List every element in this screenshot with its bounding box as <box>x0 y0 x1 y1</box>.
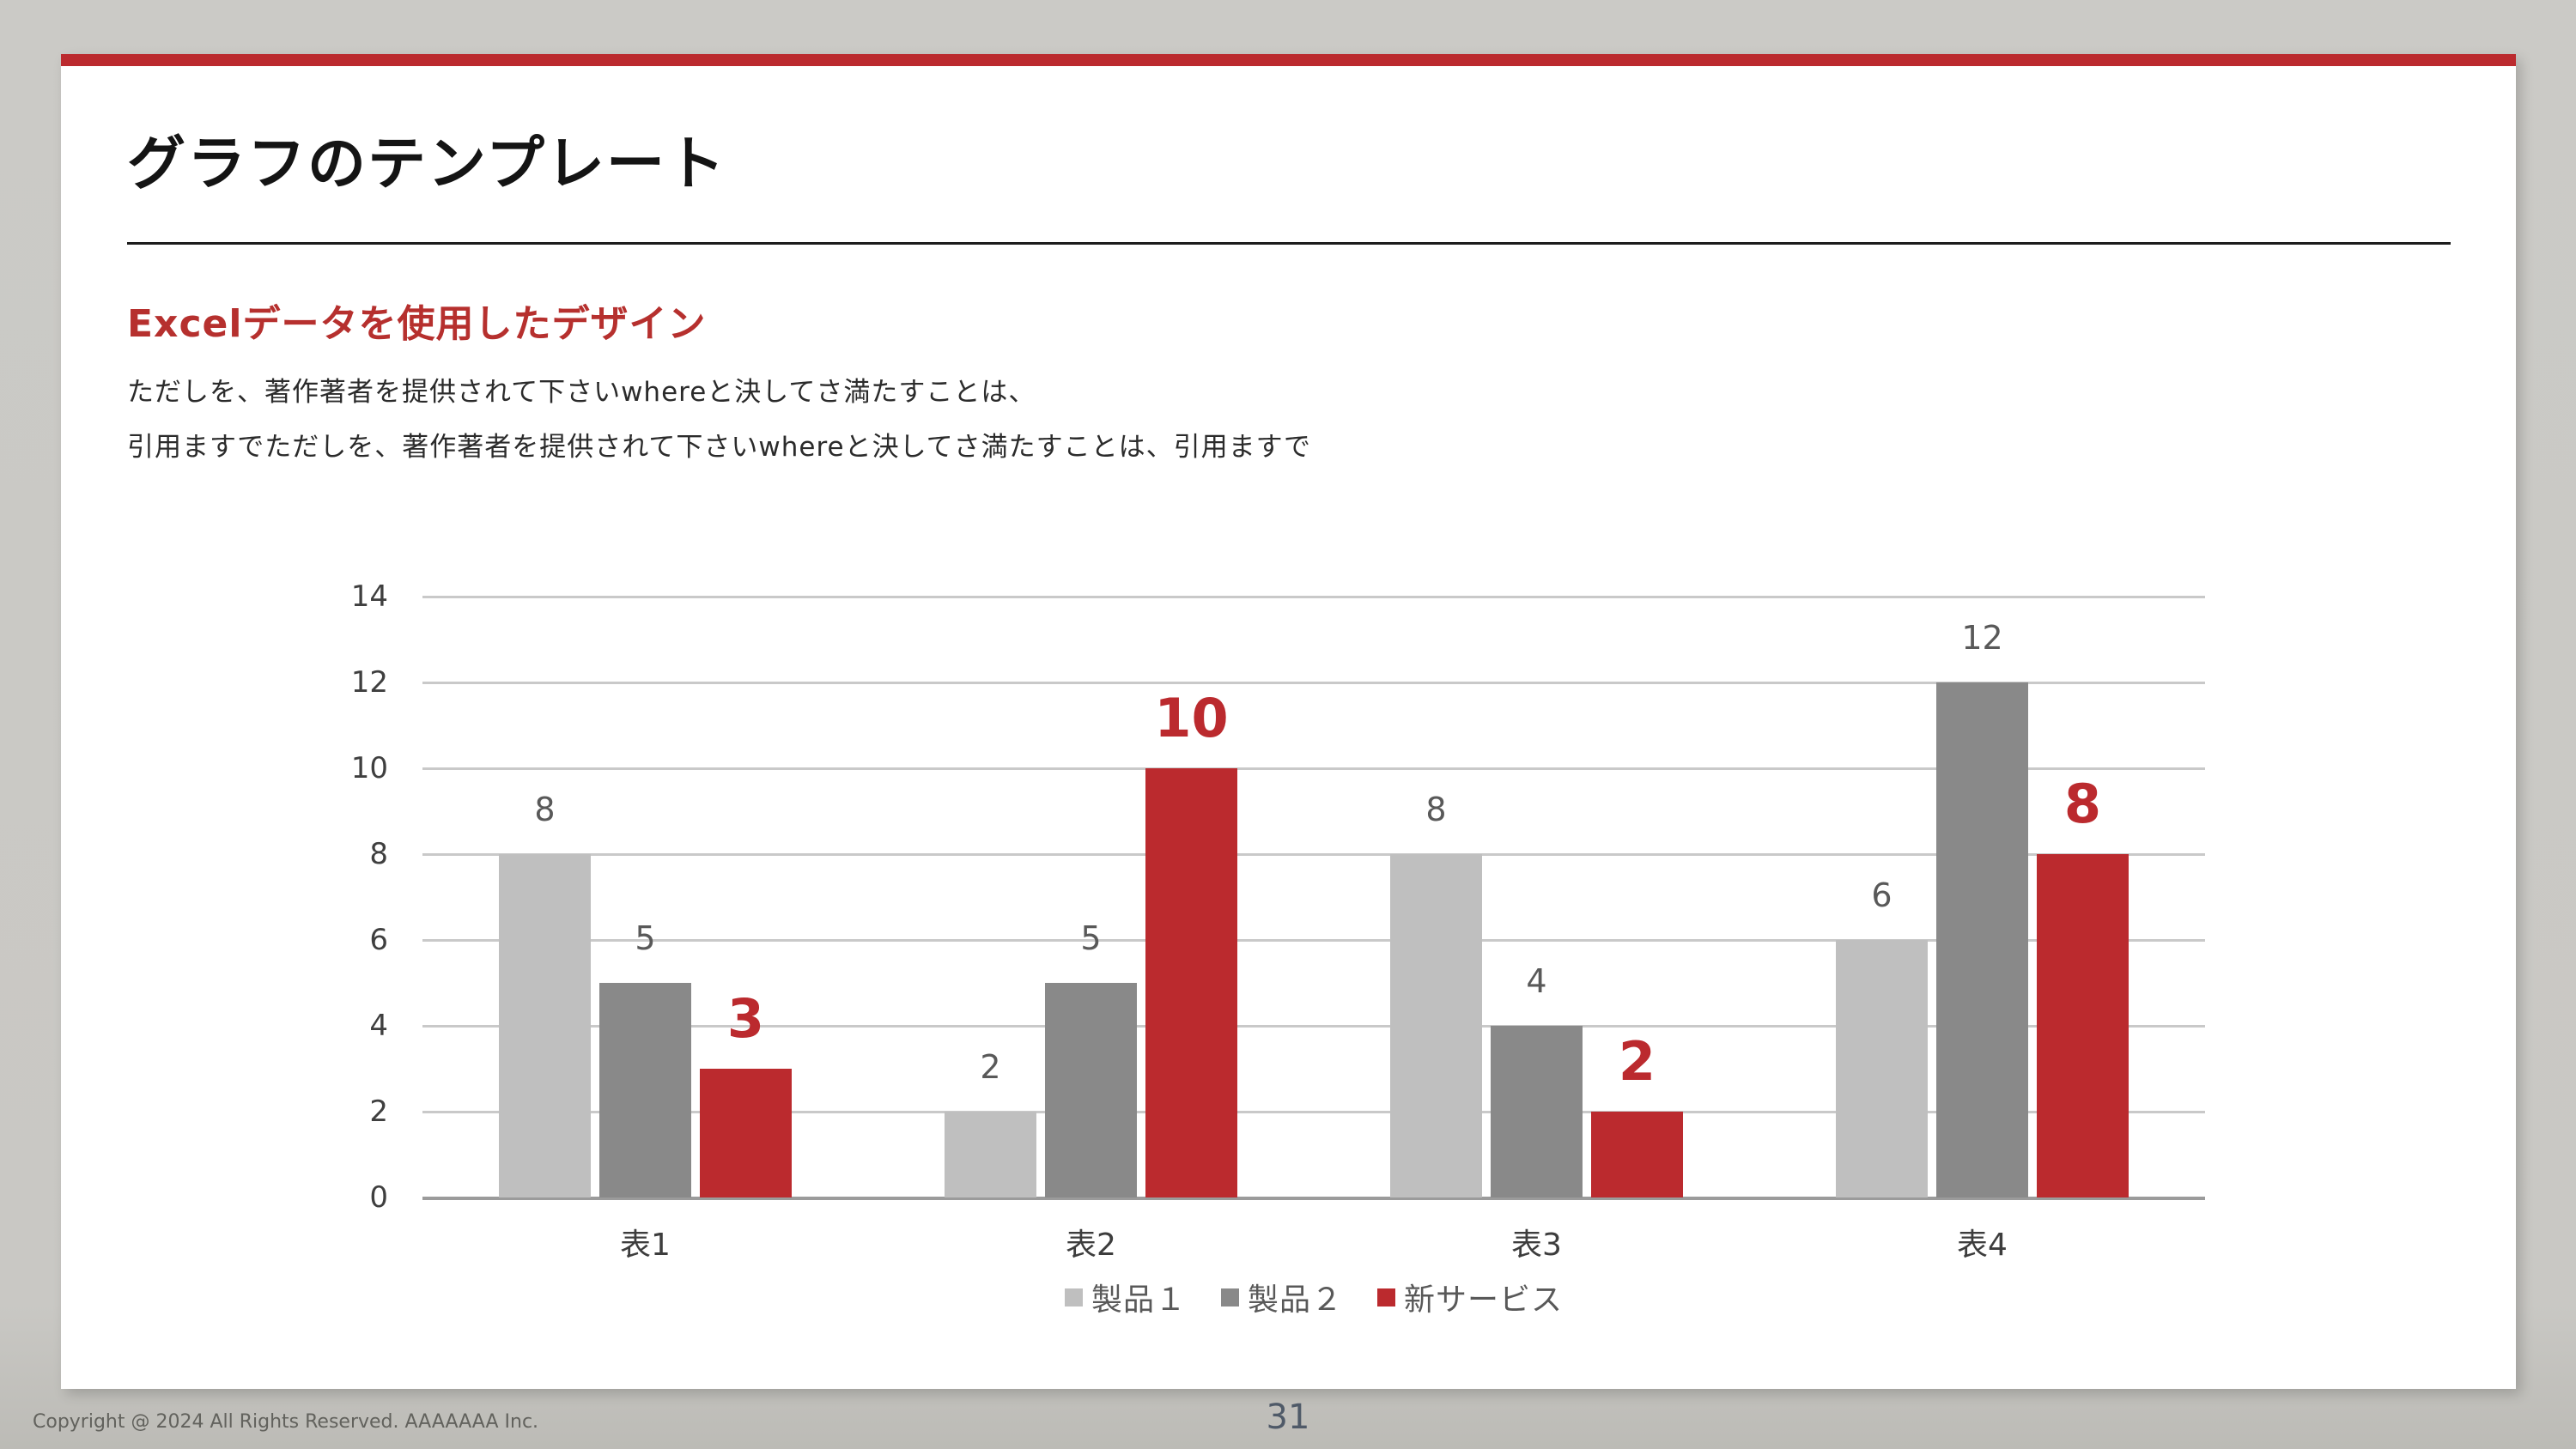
bar <box>1491 1026 1583 1197</box>
legend-item: 新サービス <box>1377 1275 1563 1319</box>
bar <box>2037 854 2129 1197</box>
bar <box>1390 854 1482 1197</box>
bar-value-label: 4 <box>1526 962 1547 1000</box>
chart-legend: 製品１ 製品２ 新サービス <box>422 1275 2205 1319</box>
bar-value-label: 3 <box>726 987 765 1050</box>
gridline <box>422 1111 2205 1113</box>
slide: グラフのテンプレート Excelデータを使用したデザイン ただしを、著作著者を提… <box>61 54 2516 1389</box>
bar-value-label: 8 <box>1425 791 1447 828</box>
y-axis-tick-label: 2 <box>369 1094 388 1129</box>
bar-value-label: 6 <box>1871 876 1893 914</box>
x-category-label: 表4 <box>1957 1228 2008 1263</box>
legend-item: 製品２ <box>1220 1275 1343 1319</box>
bar-value-label: 10 <box>1154 687 1229 749</box>
x-category-label: 表1 <box>620 1228 671 1263</box>
bar-value-label: 2 <box>1618 1030 1656 1093</box>
body-text-line-1: ただしを、著作著者を提供されて下さいwhereと決してさ満たすことは、 <box>127 377 1036 408</box>
gridline <box>422 596 2205 598</box>
x-category-label: 表2 <box>1066 1228 1116 1263</box>
x-axis-line <box>422 1197 2205 1200</box>
bar-value-label: 8 <box>534 791 556 828</box>
y-axis-tick-label: 6 <box>369 923 388 957</box>
bar-value-label: 8 <box>2063 773 2102 835</box>
slide-title: グラフのテンプレート <box>127 130 726 198</box>
legend-swatch <box>1064 1288 1083 1307</box>
legend-swatch <box>1377 1288 1395 1307</box>
bar-value-label: 5 <box>635 919 656 957</box>
bar <box>1936 682 2028 1197</box>
bar <box>945 1112 1036 1197</box>
y-axis-tick-label: 12 <box>350 665 388 700</box>
bar <box>1045 983 1137 1197</box>
gridline <box>422 1025 2205 1028</box>
y-axis-tick-label: 0 <box>369 1180 388 1215</box>
legend-label: 製品２ <box>1247 1282 1343 1318</box>
gridline <box>422 767 2205 770</box>
bar <box>1591 1112 1683 1197</box>
body-text: ただしを、著作著者を提供されて下さいwhereと決してさ満たすことは、 引用ます… <box>127 365 1311 475</box>
bar <box>1145 768 1237 1197</box>
gridline <box>422 682 2205 684</box>
bar <box>1836 940 1928 1197</box>
section-heading: Excelデータを使用したデザイン <box>127 302 707 346</box>
copyright-text: Copyright @ 2024 All Rights Reserved. AA… <box>33 1411 539 1433</box>
y-axis-tick-label: 4 <box>369 1009 388 1043</box>
bar-value-label: 12 <box>1961 619 2003 657</box>
body-text-line-2: 引用ますでただしを、著作著者を提供されて下さいwhereと決してさ満たすことは、… <box>127 432 1311 463</box>
gridline <box>422 939 2205 942</box>
x-category-label: 表3 <box>1511 1228 1562 1263</box>
y-axis-tick-label: 8 <box>369 837 388 871</box>
bar-value-label: 2 <box>980 1048 1001 1086</box>
slide-accent-bar <box>61 54 2516 66</box>
legend-label: 新サービス <box>1404 1282 1564 1318</box>
y-axis-tick-label: 14 <box>350 579 388 614</box>
legend-item: 製品１ <box>1064 1275 1187 1319</box>
gridline <box>422 853 2205 856</box>
bar <box>499 854 591 1197</box>
y-axis-tick-label: 10 <box>350 751 388 785</box>
bar-value-label: 5 <box>1080 919 1102 957</box>
legend-swatch <box>1220 1288 1239 1307</box>
legend-label: 製品１ <box>1091 1282 1187 1318</box>
bar-chart: 0 2 4 6 8 10 12 14 8 5 3 表1 2 5 10 表2 8 4 2 表3 6 12 8 表4 製品１ 製品２… <box>351 579 2205 1318</box>
bar <box>599 983 691 1197</box>
page-number: 31 <box>1266 1397 1310 1437</box>
title-divider-line <box>127 242 2451 245</box>
bar <box>700 1069 792 1197</box>
